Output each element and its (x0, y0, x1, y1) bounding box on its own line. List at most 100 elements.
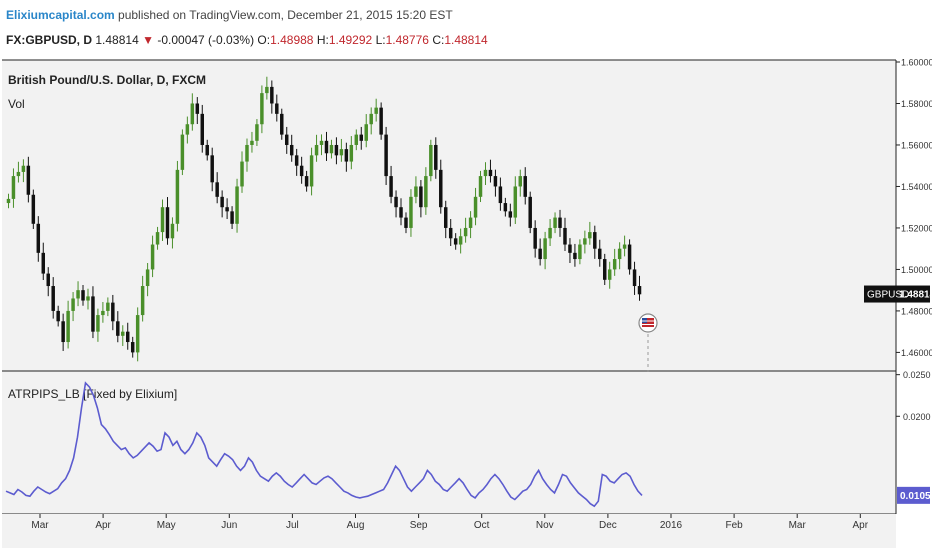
price-tick-label: 1.54000 (901, 182, 932, 192)
candle-body (443, 207, 448, 228)
indicator-axis: 0.0250 0.0200 (896, 370, 931, 422)
candle-body (299, 165, 304, 177)
candle-body (275, 103, 279, 114)
candle-body (304, 176, 309, 187)
candle-body (354, 134, 359, 145)
publisher-header: Elixiumcapital.com published on TradingV… (6, 8, 453, 22)
high-value: 1.49292 (328, 33, 373, 47)
candle-body (61, 321, 65, 343)
candle-body (165, 207, 170, 239)
time-tick-label: Jun (221, 520, 237, 531)
time-tick-label: Oct (474, 520, 490, 531)
brand-link[interactable]: Elixiumcapital.com (6, 8, 115, 22)
time-tick-label: Nov (536, 520, 554, 531)
candle-body (265, 86, 269, 94)
candle-body (533, 227, 537, 249)
price-change: -0.00047 (-0.03%) (157, 33, 255, 47)
candle-body (76, 290, 80, 299)
candle-body (573, 252, 577, 260)
time-axis-band (2, 514, 896, 548)
time-tick-label: May (157, 520, 176, 531)
candle-body (121, 331, 125, 336)
candle-body (637, 286, 642, 295)
candle-body (513, 186, 518, 218)
time-tick-label: Dec (599, 520, 617, 531)
candle-body (309, 155, 314, 187)
candle-body (508, 211, 513, 218)
close-label: C: (432, 33, 445, 47)
candle-body (334, 144, 339, 156)
candle-body (359, 134, 364, 141)
candle-body (602, 259, 607, 280)
price-tick-label: 1.52000 (901, 223, 932, 233)
candle-body (448, 227, 453, 239)
candle-body (518, 176, 523, 187)
candle-body (588, 232, 592, 239)
candle-body (528, 196, 532, 228)
candle-body (329, 144, 334, 154)
candle-body (235, 186, 239, 224)
candle-body (56, 310, 60, 322)
candle-body (125, 331, 130, 343)
candle-body (270, 86, 274, 104)
candle-body (439, 169, 443, 208)
last-price-badge (897, 285, 930, 303)
candle-body (135, 315, 140, 353)
timeframe[interactable]: D (83, 33, 93, 47)
candle-body (558, 217, 562, 228)
candle-body (583, 238, 587, 245)
time-tick-label: 2016 (660, 520, 683, 531)
candle-body (374, 107, 378, 114)
candle-body (96, 315, 100, 332)
symbol-badge (864, 285, 897, 303)
low-value: 1.48776 (385, 33, 429, 47)
close-value: 1.48814 (444, 33, 488, 47)
plot-background (2, 60, 896, 514)
price-tick-label: 1.56000 (901, 140, 932, 150)
symbol-badge-label: GBPUSD (867, 290, 909, 301)
main-pane-title: British Pound/U.S. Dollar, D, FXCM (8, 73, 206, 87)
candle-body (424, 176, 428, 208)
candle-body (145, 269, 150, 287)
candle-body (150, 244, 155, 270)
open-label: O: (257, 33, 271, 47)
candle-body (409, 196, 413, 228)
candle-body (622, 244, 627, 249)
candle-body (101, 310, 105, 316)
candle-body (106, 302, 110, 311)
us-flag-event-marker[interactable] (638, 313, 658, 372)
candle-body (473, 196, 478, 218)
time-tick-label: Aug (347, 520, 365, 531)
candle-body (324, 140, 329, 154)
time-tick-label: Apr (853, 520, 869, 531)
price-tick-label: 1.58000 (901, 99, 932, 109)
symbol-name[interactable]: FX:GBPUSD, (6, 33, 81, 47)
candle-body (294, 155, 299, 166)
candle-body (563, 227, 567, 245)
candle-body (627, 244, 632, 270)
candle-body (21, 165, 26, 172)
candle-body (240, 161, 244, 187)
indicator-tick-label: 0.0250 (903, 370, 931, 380)
candle-body (553, 217, 557, 228)
price-tick-label: 1.50000 (901, 265, 932, 275)
open-value: 1.48988 (270, 33, 314, 47)
time-tick-label: Sep (410, 520, 428, 531)
price-tick-label: 1.48000 (901, 306, 932, 316)
candle-body (180, 134, 185, 170)
atr-value-badge-label: 0.0105 (900, 491, 931, 502)
candle-body (468, 217, 473, 228)
candle-body (483, 169, 488, 177)
candle-body (538, 248, 542, 260)
candle-body (250, 140, 254, 145)
candle-body (463, 227, 468, 237)
candle-body (280, 113, 284, 135)
time-axis: Mar Apr May Jun Jul Aug Sep Oct Nov Dec 2016 Feb Mar… (31, 514, 869, 531)
candle-body (190, 103, 195, 125)
candle-body (384, 134, 388, 177)
candle-body (195, 103, 200, 114)
candle-body (255, 124, 259, 141)
price-axis-band (897, 60, 932, 550)
candle-body (379, 107, 383, 135)
